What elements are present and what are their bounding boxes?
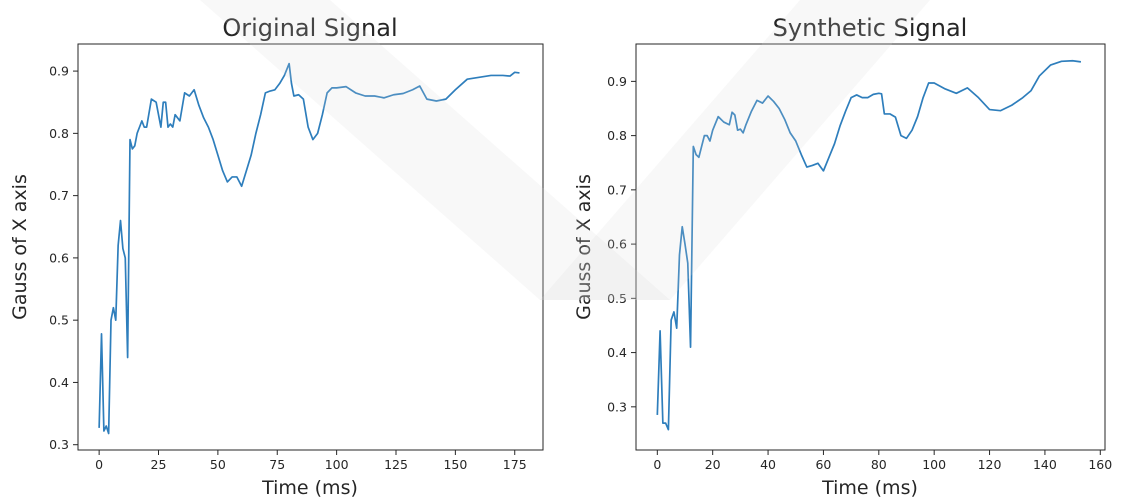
y-tick-label: 0.8 bbox=[607, 128, 627, 143]
y-tick-label: 0.5 bbox=[607, 291, 627, 306]
y-tick-label: 0.4 bbox=[49, 375, 69, 390]
chart-left: Original Signal Time (ms) Gauss of X axi… bbox=[9, 14, 544, 499]
x-tick-label: 120 bbox=[978, 457, 1002, 472]
series-line bbox=[98, 62, 520, 435]
y-ticks: 0.3 0.4 0.5 0.6 0.7 0.8 0.9 bbox=[607, 74, 636, 414]
y-tick-label: 0.4 bbox=[607, 345, 627, 360]
y-tick-label: 0.9 bbox=[607, 74, 627, 89]
x-tick-label: 25 bbox=[151, 457, 167, 472]
y-tick-label: 0.5 bbox=[49, 313, 69, 328]
y-tick-label: 0.3 bbox=[607, 399, 627, 414]
x-axis-label: Time (ms) bbox=[261, 477, 358, 499]
x-tick-label: 60 bbox=[815, 457, 831, 472]
x-tick-label: 75 bbox=[269, 457, 285, 472]
chart-right: Synthetic Signal Time (ms) Gauss of X ax… bbox=[573, 14, 1112, 499]
x-tick-label: 150 bbox=[443, 457, 467, 472]
x-tick-label: 0 bbox=[653, 457, 661, 472]
y-tick-label: 0.7 bbox=[607, 182, 627, 197]
chart-title: Synthetic Signal bbox=[773, 14, 968, 42]
x-tick-label: 160 bbox=[1088, 457, 1112, 472]
y-tick-label: 0.8 bbox=[49, 126, 69, 141]
y-tick-label: 0.6 bbox=[49, 250, 69, 265]
x-tick-label: 20 bbox=[705, 457, 721, 472]
plot-frame bbox=[77, 43, 544, 451]
y-axis-label: Gauss of X axis bbox=[573, 174, 595, 320]
x-tick-label: 0 bbox=[95, 457, 103, 472]
x-tick-label: 50 bbox=[210, 457, 226, 472]
x-ticks: 0 25 50 75 100 125 150 175 bbox=[95, 450, 527, 472]
y-axis-label: Gauss of X axis bbox=[9, 174, 31, 320]
x-tick-label: 100 bbox=[922, 457, 946, 472]
x-tick-label: 40 bbox=[760, 457, 776, 472]
y-ticks: 0.3 0.4 0.5 0.6 0.7 0.8 0.9 bbox=[49, 64, 78, 452]
x-tick-label: 100 bbox=[325, 457, 349, 472]
x-tick-label: 175 bbox=[503, 457, 527, 472]
y-tick-label: 0.9 bbox=[49, 64, 69, 79]
x-tick-label: 140 bbox=[1033, 457, 1057, 472]
plot-frame bbox=[635, 43, 1106, 451]
x-ticks: 0 20 40 60 80 100 120 140 160 bbox=[653, 450, 1112, 472]
x-tick-label: 80 bbox=[871, 457, 887, 472]
y-tick-label: 0.7 bbox=[49, 188, 69, 203]
x-axis-label: Time (ms) bbox=[821, 477, 918, 499]
y-tick-label: 0.3 bbox=[49, 437, 69, 452]
chart-title: Original Signal bbox=[222, 14, 397, 42]
series-line bbox=[656, 59, 1082, 431]
y-tick-label: 0.6 bbox=[607, 237, 627, 252]
x-tick-label: 125 bbox=[384, 457, 408, 472]
